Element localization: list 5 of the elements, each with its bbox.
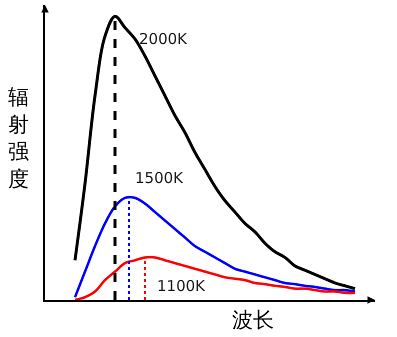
series-label: 2000K (139, 30, 188, 48)
y-axis-title: 辐射强度 (8, 85, 29, 191)
series-label: 1100K (157, 277, 206, 295)
series-label: 1500K (135, 169, 184, 187)
x-axis-title: 波长 (232, 308, 274, 332)
